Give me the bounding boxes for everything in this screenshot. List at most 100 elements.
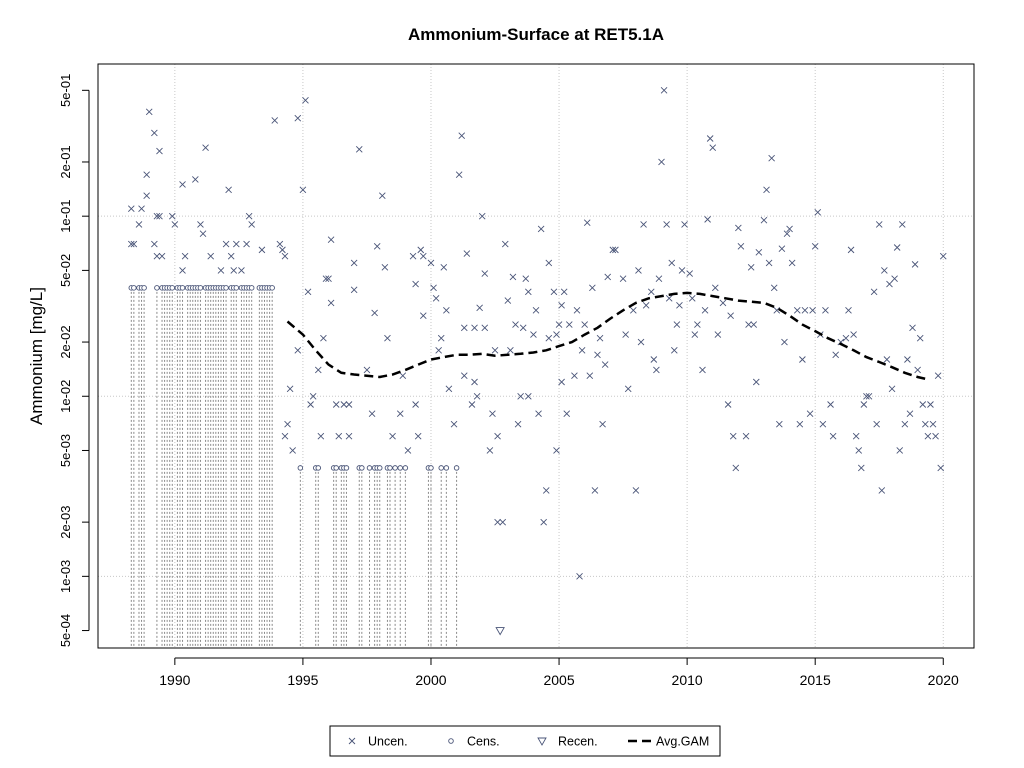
uncensored-point xyxy=(199,230,207,237)
x-tick-label: 2005 xyxy=(543,672,574,688)
uncensored-point xyxy=(322,275,330,282)
uncensored-point xyxy=(601,361,609,368)
uncensored-point xyxy=(929,420,937,428)
uncensored-point xyxy=(494,518,501,526)
legend-recen-symbol xyxy=(537,737,547,746)
uncensored-point xyxy=(151,240,158,248)
uncensored-point xyxy=(842,334,850,342)
uncensored-point xyxy=(512,321,519,328)
legend-label: Avg.GAM xyxy=(656,735,709,749)
x-tick-label: 2020 xyxy=(928,672,959,688)
y-tick-label: 1e-02 xyxy=(58,380,73,413)
uncensored-point xyxy=(460,324,468,332)
uncensored-point xyxy=(355,146,363,153)
uncensored-point xyxy=(145,108,153,116)
uncensored-point xyxy=(855,447,863,454)
uncensored-point xyxy=(294,114,302,122)
uncensored-point xyxy=(486,447,494,454)
uncensored-point xyxy=(399,372,407,380)
uncensored-point xyxy=(589,284,596,292)
uncensored-point xyxy=(932,432,939,440)
uncensored-point xyxy=(706,135,714,142)
uncensored-point xyxy=(875,221,883,228)
uncensored-point xyxy=(468,401,476,408)
uncensored-point xyxy=(560,288,568,296)
uncensored-point xyxy=(271,117,279,124)
uncensored-point xyxy=(927,401,934,408)
uncensored-point xyxy=(653,366,660,374)
uncensored-point xyxy=(524,392,532,400)
uncensored-point xyxy=(289,447,296,454)
censored-point xyxy=(343,465,350,471)
uncensored-point xyxy=(704,216,711,223)
uncensored-point xyxy=(576,573,583,580)
uncensored-point xyxy=(827,401,834,408)
censored-point xyxy=(297,465,304,471)
uncensored-point xyxy=(635,267,642,274)
uncensored-point xyxy=(555,321,563,328)
uncensored-point xyxy=(458,132,466,139)
uncensored-point xyxy=(719,299,727,307)
uncensored-point xyxy=(630,307,637,314)
censored-point xyxy=(392,465,398,471)
uncensored-point xyxy=(801,307,809,314)
uncensored-point xyxy=(788,259,796,267)
uncensored-point xyxy=(647,288,655,296)
uncensored-point xyxy=(745,321,752,328)
uncensored-point xyxy=(294,346,302,354)
uncensored-point xyxy=(709,144,717,152)
uncensored-point xyxy=(863,392,870,400)
uncensored-point xyxy=(335,432,343,440)
uncensored-point xyxy=(302,96,309,104)
uncensored-point xyxy=(314,366,322,374)
uncensored-point xyxy=(904,356,911,363)
uncensored-point xyxy=(691,331,699,338)
uncensored-point xyxy=(896,447,904,454)
uncensored-point xyxy=(934,372,942,380)
uncensored-point xyxy=(443,307,450,314)
uncensored-point xyxy=(768,154,775,162)
censored-point xyxy=(377,465,383,471)
uncensored-point xyxy=(781,338,788,346)
uncensored-point xyxy=(727,312,734,320)
uncensored-point xyxy=(491,346,499,354)
x-tick-label: 2000 xyxy=(415,672,446,688)
uncensored-point xyxy=(686,270,694,277)
censored-point xyxy=(131,285,137,291)
uncensored-point xyxy=(778,245,786,252)
uncensored-point xyxy=(440,264,448,271)
uncensored-point xyxy=(676,301,683,309)
uncensored-point xyxy=(504,297,512,304)
uncensored-point xyxy=(279,246,286,254)
legend-label: Uncen. xyxy=(368,735,408,749)
y-tick-label: 2e-02 xyxy=(58,325,73,358)
grid-lines xyxy=(98,64,974,648)
uncensored-point xyxy=(476,304,483,312)
y-tick-label: 1e-01 xyxy=(58,200,73,233)
censored-point xyxy=(233,285,240,291)
uncensored-point xyxy=(317,432,325,440)
uncensored-point xyxy=(916,334,924,342)
uncensored-point xyxy=(519,324,527,332)
gam-line xyxy=(286,291,926,381)
uncensored-point xyxy=(153,252,161,260)
uncensored-point xyxy=(845,307,852,314)
uncensored-point xyxy=(432,294,440,302)
legend-cens-symbol xyxy=(448,738,454,744)
uncensored-point xyxy=(583,219,591,227)
uncensored-point xyxy=(632,487,640,494)
legend-label: Recen. xyxy=(558,735,598,749)
uncensored-point xyxy=(378,192,386,199)
uncensored-point xyxy=(906,410,914,418)
censored-point xyxy=(179,285,186,291)
uncensored-point xyxy=(604,273,612,281)
uncensored-point xyxy=(814,209,822,216)
uncensored-point xyxy=(168,212,176,220)
uncensored-point xyxy=(688,294,696,302)
uncensored-point xyxy=(371,309,378,317)
uncensored-point xyxy=(437,334,445,342)
uncensored-point xyxy=(624,385,632,393)
uncensored-point xyxy=(609,246,617,254)
uncensored-point xyxy=(345,401,353,408)
